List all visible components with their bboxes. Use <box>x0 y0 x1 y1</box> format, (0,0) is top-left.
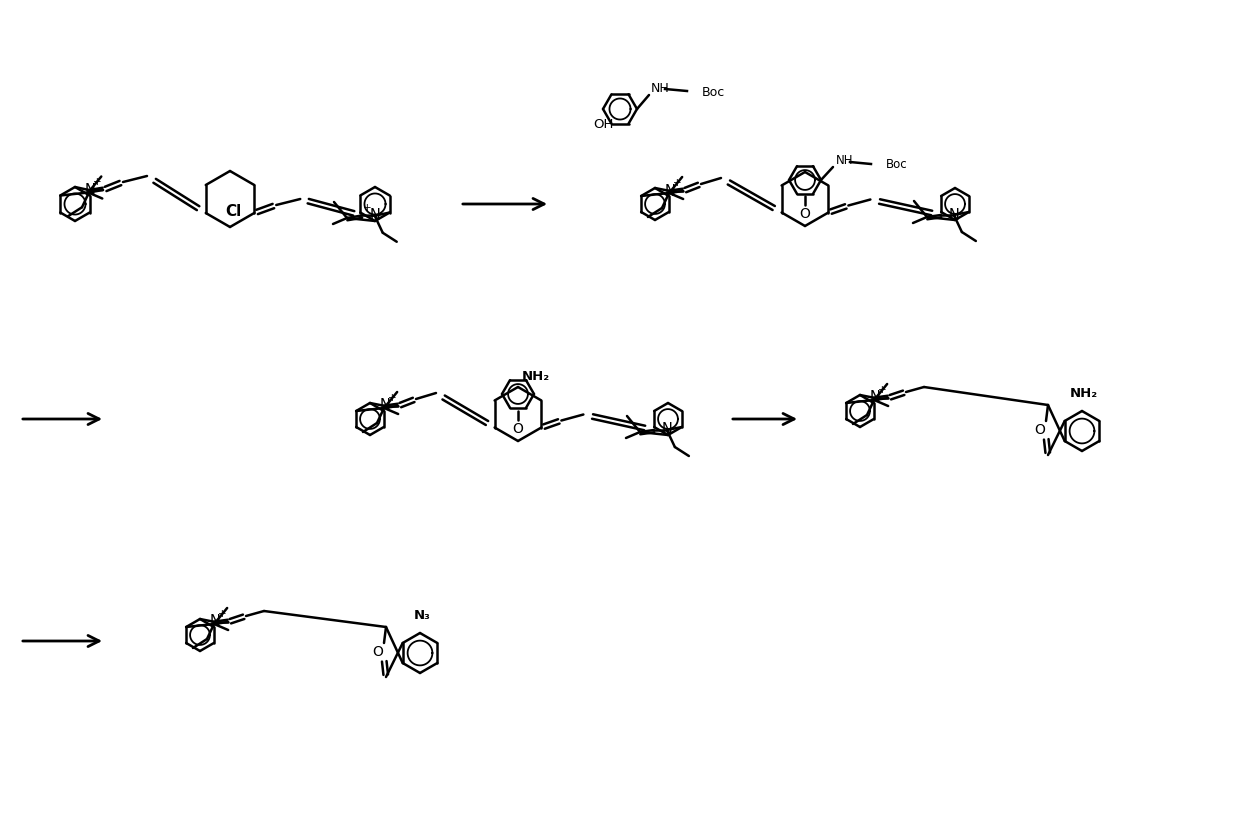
Text: N₃: N₃ <box>414 609 430 622</box>
Text: Boc: Boc <box>702 85 725 98</box>
Text: N: N <box>869 390 880 405</box>
Text: NH: NH <box>651 81 670 94</box>
Text: N: N <box>84 183 95 197</box>
Text: +: + <box>218 609 227 618</box>
Text: N: N <box>949 207 960 222</box>
Text: +: + <box>878 385 887 395</box>
Text: N: N <box>370 208 381 223</box>
Text: O: O <box>800 206 811 221</box>
Text: NH₂: NH₂ <box>1070 387 1099 400</box>
Text: N: N <box>665 183 676 198</box>
Text: +: + <box>363 202 372 212</box>
Text: O: O <box>372 645 383 658</box>
Text: Cl: Cl <box>224 203 241 218</box>
Text: +: + <box>672 178 681 188</box>
Text: O: O <box>1034 423 1045 437</box>
Text: Boc: Boc <box>887 158 908 171</box>
Text: N: N <box>379 398 391 413</box>
Text: +: + <box>388 392 397 402</box>
Text: N: N <box>210 613 221 629</box>
Text: OH: OH <box>593 117 614 130</box>
Text: NH: NH <box>836 154 853 167</box>
Text: N: N <box>661 422 672 437</box>
Text: NH₂: NH₂ <box>522 370 551 383</box>
Text: O: O <box>512 422 523 436</box>
Text: +: + <box>93 177 102 187</box>
